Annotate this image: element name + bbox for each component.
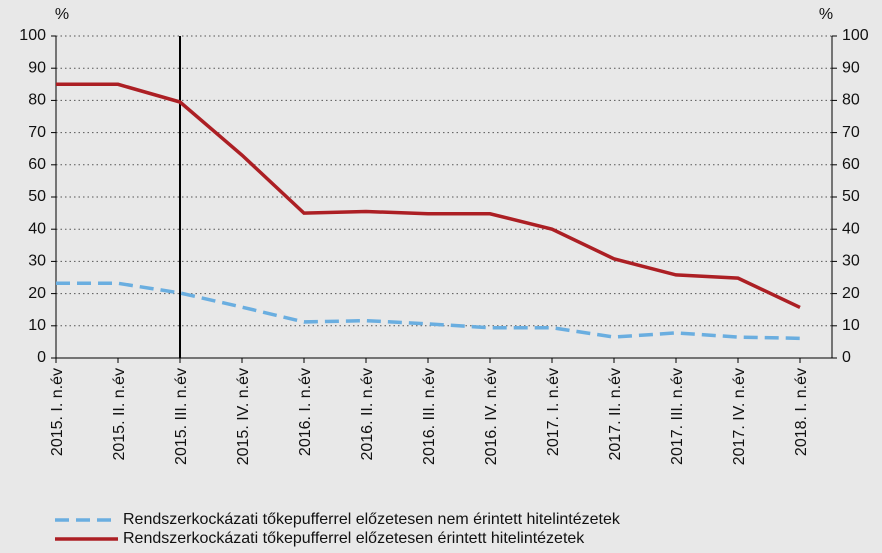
- y2-tick-label: 10: [842, 317, 860, 334]
- y2-tick-label: 100: [842, 27, 869, 44]
- y-tick-label: 90: [28, 59, 46, 76]
- y-tick-label: 70: [28, 124, 46, 141]
- x-tick-label: 2017. II. n.év: [607, 368, 624, 461]
- y2-tick-label: 40: [842, 220, 860, 237]
- x-tick-label: 2015. I. n.év: [49, 368, 66, 456]
- x-tick-label: 2015. III. n.év: [173, 368, 190, 465]
- y-tick-label: 20: [28, 285, 46, 302]
- y-tick-label: 60: [28, 156, 46, 173]
- x-tick-label: 2016. III. n.év: [421, 368, 438, 465]
- x-tick-label: 2015. II. n.év: [111, 368, 128, 461]
- x-tick-label: 2017. I. n.év: [545, 368, 562, 456]
- y-tick-label: 100: [19, 27, 46, 44]
- y2-tick-label: 20: [842, 285, 860, 302]
- legend-label: Rendszerkockázati tőkepufferrel előzetes…: [123, 530, 585, 547]
- y2-tick-label: 70: [842, 124, 860, 141]
- y2-axis-label: %: [819, 6, 833, 23]
- y2-tick-label: 80: [842, 92, 860, 109]
- x-tick-label: 2017. IV. n.év: [731, 368, 748, 465]
- x-tick-label: 2018. I. n.év: [793, 368, 810, 456]
- y-axis-label: %: [55, 6, 69, 23]
- y-tick-label: 30: [28, 253, 46, 270]
- x-tick-label: 2016. II. n.év: [359, 368, 376, 461]
- y2-tick-label: 0: [842, 349, 851, 366]
- y2-tick-label: 60: [842, 156, 860, 173]
- legend-label: Rendszerkockázati tőkepufferrel előzetes…: [123, 511, 621, 528]
- y2-tick-label: 30: [842, 253, 860, 270]
- y2-tick-label: 90: [842, 59, 860, 76]
- y-tick-label: 0: [37, 349, 46, 366]
- y-tick-label: 50: [28, 188, 46, 205]
- x-tick-label: 2016. IV. n.év: [483, 368, 500, 465]
- y-tick-label: 40: [28, 220, 46, 237]
- x-tick-label: 2016. I. n.év: [297, 368, 314, 456]
- x-tick-label: 2017. III. n.év: [669, 368, 686, 465]
- y-tick-label: 80: [28, 92, 46, 109]
- series-line: [56, 82, 801, 310]
- y2-tick-label: 50: [842, 188, 860, 205]
- y-tick-label: 10: [28, 317, 46, 334]
- x-tick-label: 2015. IV. n.év: [235, 368, 252, 465]
